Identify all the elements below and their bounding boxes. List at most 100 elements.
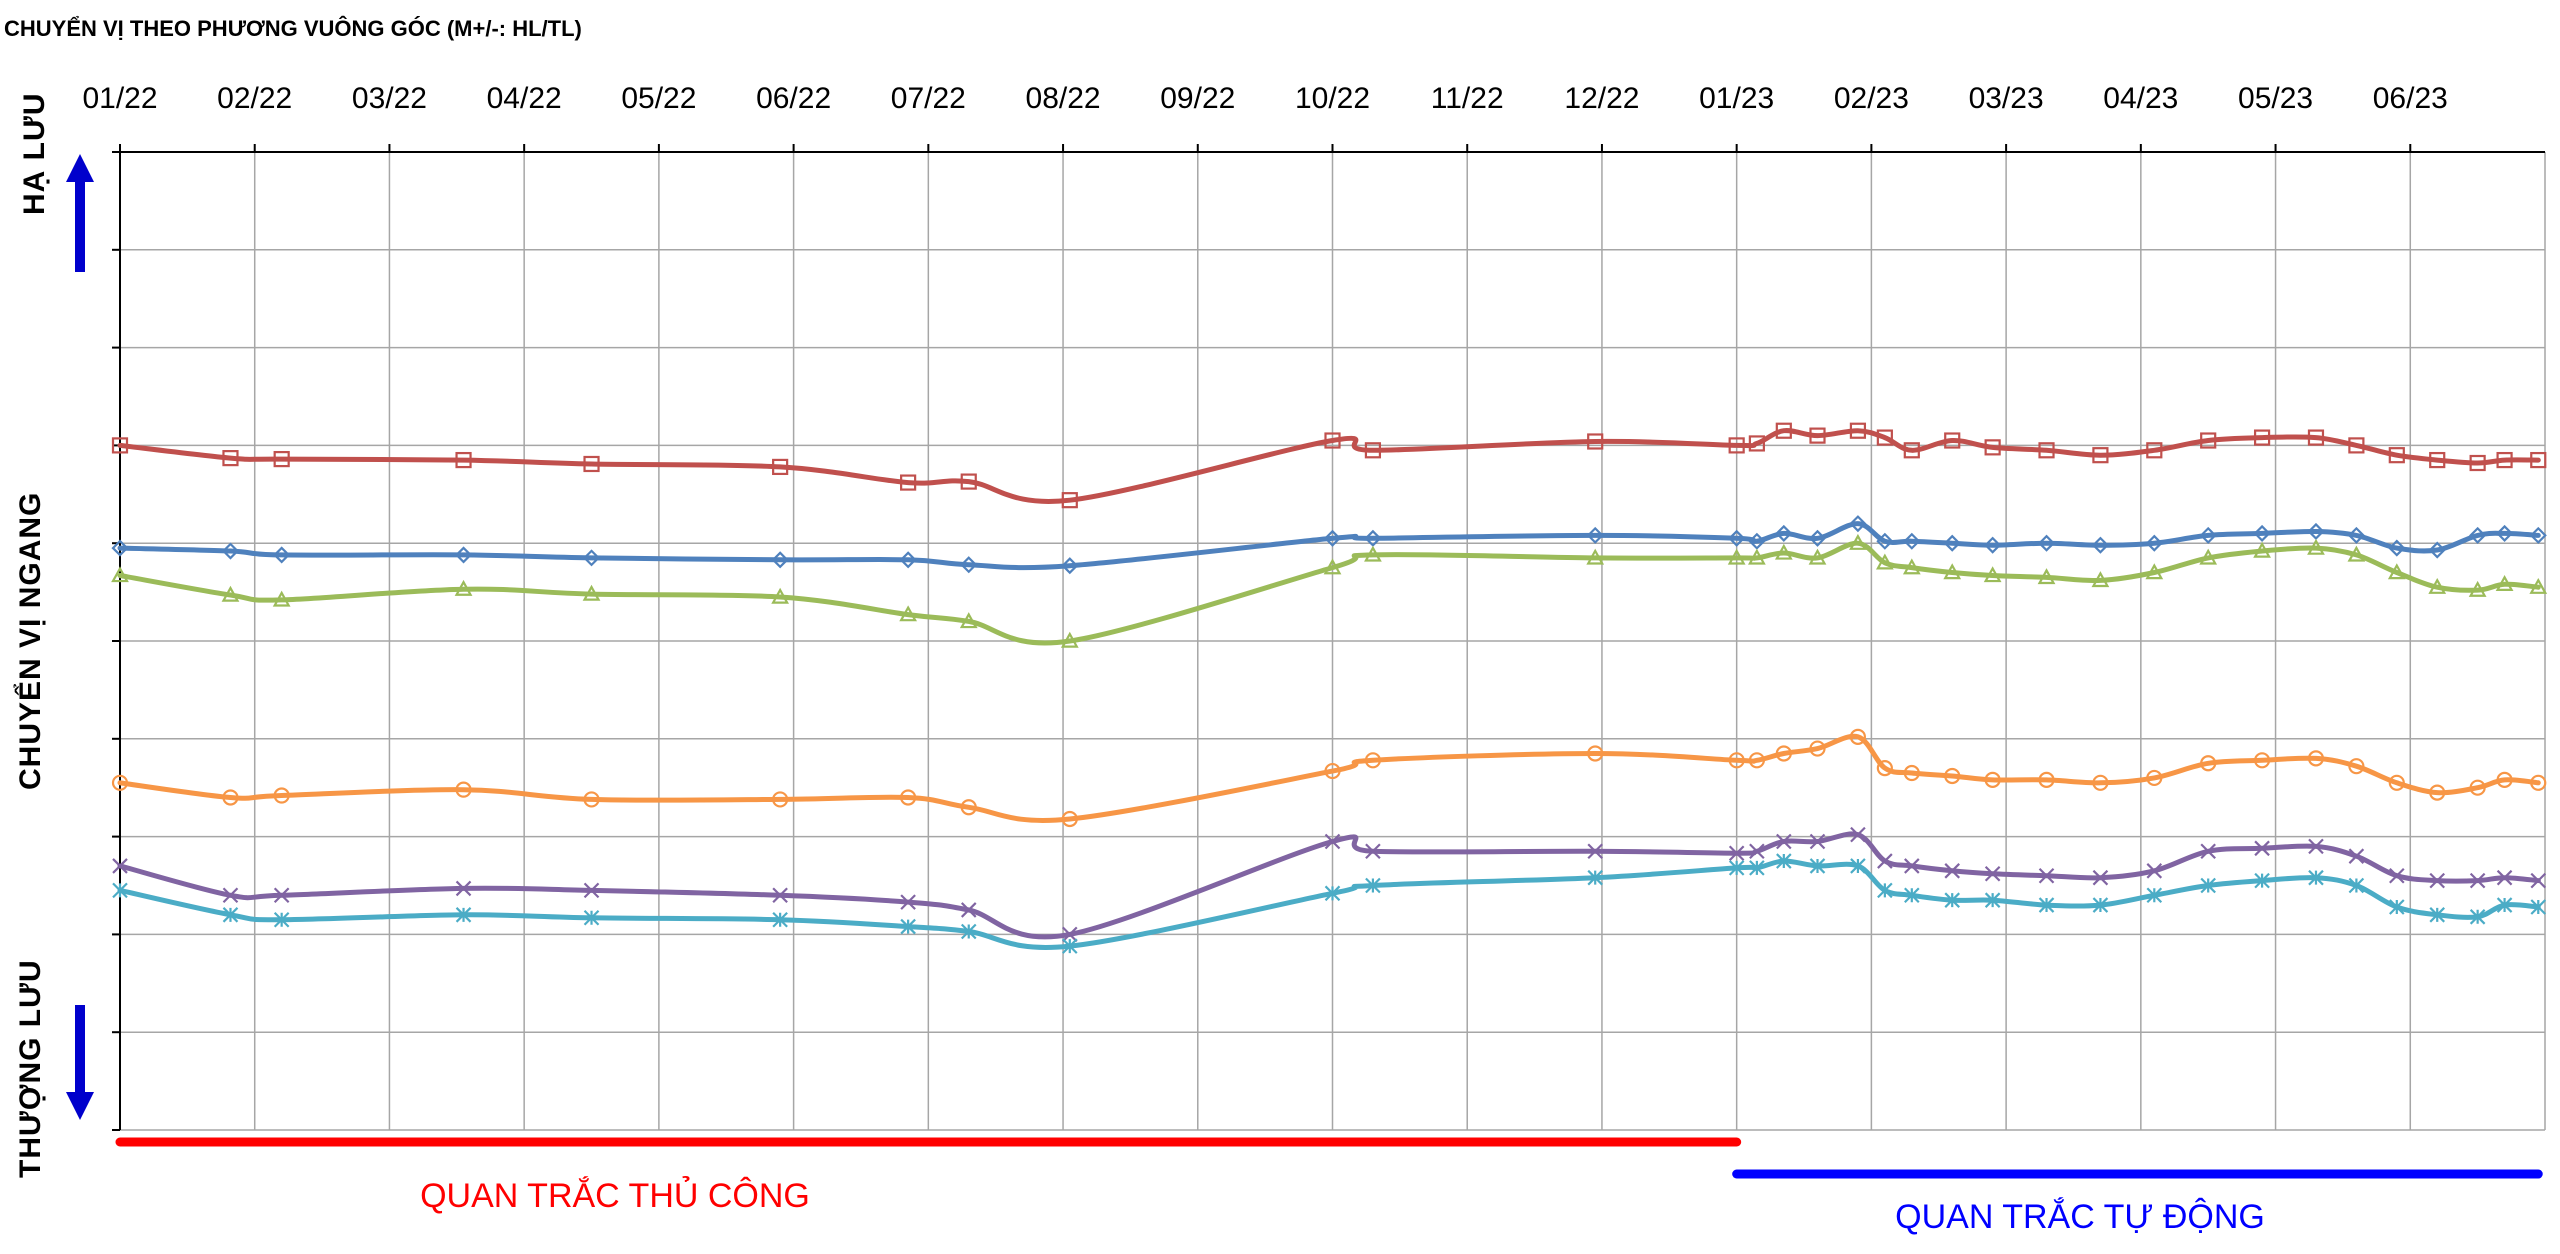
- data-point: [454, 546, 473, 564]
- data-point: [455, 451, 472, 469]
- data-point: [2388, 774, 2405, 791]
- data-point: [1727, 548, 1746, 565]
- data-point: [1324, 762, 1341, 780]
- data-point: [1944, 432, 1961, 449]
- data-point: [2529, 577, 2548, 594]
- data-point: [2200, 877, 2216, 894]
- data-point: [2200, 432, 2217, 449]
- data-point: [1944, 863, 1960, 879]
- data-point: [1849, 728, 1867, 745]
- data-point: [1587, 433, 1604, 450]
- data-point: [1323, 529, 1342, 547]
- x-tick-label: 06/22: [756, 82, 831, 115]
- marker-layer: [111, 422, 2548, 954]
- data-point: [1875, 553, 1894, 570]
- data-point: [1984, 536, 2002, 554]
- series-markers-4: [111, 728, 2547, 828]
- data-point: [1365, 877, 1381, 894]
- data-point: [2308, 838, 2324, 855]
- data-point: [112, 882, 128, 899]
- data-point: [2253, 524, 2271, 542]
- data-point: [1984, 865, 2001, 882]
- manual-period-label: QUAN TRẮC THỦ CÔNG: [420, 1177, 810, 1215]
- data-point: [273, 911, 290, 928]
- data-point: [2038, 442, 2055, 459]
- data-point: [1748, 532, 1766, 550]
- data-point: [2468, 580, 2487, 597]
- data-point: [2200, 755, 2217, 772]
- data-point: [2200, 843, 2216, 860]
- data-point: [1849, 422, 1867, 439]
- data-point: [222, 450, 239, 467]
- data-point: [1903, 764, 1920, 782]
- x-tick-label: 03/23: [1969, 82, 2044, 115]
- data-point: [111, 539, 129, 557]
- data-point: [2389, 867, 2405, 884]
- data-point: [1365, 843, 1381, 860]
- data-point: [2092, 447, 2109, 464]
- data-point: [112, 858, 128, 874]
- x-axis-ticks: 01/22 02/22 03/22 04/22 05/22 06/22 07/22 08/22…: [82, 82, 2448, 152]
- data-point: [771, 551, 789, 569]
- data-point: [960, 473, 977, 490]
- data-point: [1850, 826, 1866, 843]
- series-markers-1: [111, 422, 2547, 509]
- series-markers-2: [111, 515, 2547, 575]
- data-point: [1364, 442, 1382, 459]
- data-point: [583, 882, 600, 899]
- data-point: [2038, 897, 2055, 913]
- data-point: [2496, 869, 2513, 886]
- data-point: [1749, 843, 1765, 860]
- data-point: [1808, 548, 1827, 565]
- data-point: [1904, 858, 1920, 874]
- data-point: [1984, 892, 2001, 908]
- data-point: [2037, 568, 2056, 585]
- data-point: [2253, 541, 2271, 558]
- data-point: [1877, 853, 1893, 869]
- data-point: [899, 551, 917, 569]
- data-point: [1943, 563, 1962, 580]
- data-point: [111, 774, 129, 791]
- data-point: [111, 566, 129, 583]
- x-tick-label: 04/22: [487, 82, 562, 115]
- data-point: [2347, 545, 2366, 562]
- data-point: [960, 556, 978, 574]
- ylabel-downstream: HẠ LƯU: [18, 92, 51, 215]
- data-point: [1776, 853, 1792, 869]
- data-point: [2348, 758, 2365, 775]
- data-point: [1728, 845, 1745, 862]
- data-point: [1904, 887, 1920, 904]
- arrow-down-icon: [66, 1005, 94, 1120]
- data-point: [1586, 548, 1605, 565]
- data-point: [1748, 435, 1765, 452]
- x-tick-label: 09/22: [1160, 82, 1235, 115]
- data-point: [2496, 524, 2514, 542]
- monitoring-periods: QUAN TRẮC THỦ CÔNG QUAN TRẮC TỰ ĐỘNG: [115, 1137, 2543, 1236]
- series-line-3: [117, 540, 2541, 646]
- data-point: [1061, 492, 1078, 509]
- y-axis-labels: HẠ LƯU CHUYỂN VỊ NGANG THƯỢNG LƯU: [13, 92, 94, 1178]
- data-point: [2145, 563, 2164, 580]
- data-point: [2348, 877, 2365, 894]
- data-point: [900, 918, 916, 935]
- data-point: [1061, 810, 1078, 828]
- data-point: [772, 911, 788, 928]
- data-point: [1061, 557, 1079, 575]
- data-point: [1902, 558, 1921, 575]
- data-point: [2253, 752, 2271, 769]
- data-point: [1775, 745, 1792, 762]
- data-point: [2038, 771, 2055, 788]
- data-point: [273, 887, 290, 904]
- data-point: [1903, 442, 1920, 459]
- x-tick-label: 07/22: [891, 82, 966, 115]
- data-point: [1876, 760, 1893, 777]
- data-point: [2429, 451, 2446, 469]
- data-point: [583, 791, 600, 808]
- data-point: [2092, 869, 2109, 886]
- data-point: [2091, 571, 2110, 588]
- data-point: [1749, 860, 1765, 876]
- data-point: [1775, 524, 1793, 542]
- data-point: [1324, 833, 1341, 850]
- data-point: [2037, 534, 2056, 552]
